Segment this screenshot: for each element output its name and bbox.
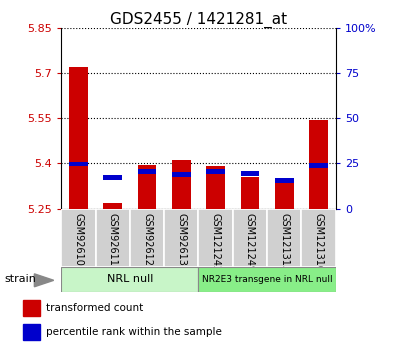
Bar xyxy=(69,161,88,166)
Bar xyxy=(241,177,260,209)
Bar xyxy=(172,160,191,209)
Text: strain: strain xyxy=(4,275,36,284)
Text: GSM121315: GSM121315 xyxy=(279,214,289,273)
Bar xyxy=(23,300,40,316)
Text: GSM121316: GSM121316 xyxy=(314,214,324,273)
Bar xyxy=(198,209,233,267)
Bar xyxy=(96,209,130,267)
Bar xyxy=(61,267,198,292)
Text: GSM92612: GSM92612 xyxy=(142,214,152,266)
Bar xyxy=(130,209,164,267)
Polygon shape xyxy=(34,274,54,287)
Bar xyxy=(172,172,191,177)
Text: GSM92611: GSM92611 xyxy=(108,214,118,266)
Text: percentile rank within the sample: percentile rank within the sample xyxy=(46,327,222,337)
Bar xyxy=(137,169,156,174)
Bar xyxy=(69,67,88,209)
Bar xyxy=(309,163,328,168)
Bar xyxy=(198,267,336,292)
Bar xyxy=(233,209,267,267)
Bar xyxy=(267,209,301,267)
Bar xyxy=(137,165,156,209)
Bar xyxy=(61,209,96,267)
Bar xyxy=(103,203,122,209)
Bar xyxy=(206,166,225,209)
Bar xyxy=(206,169,225,174)
Text: GSM92613: GSM92613 xyxy=(176,214,186,266)
Bar xyxy=(164,209,199,267)
Bar xyxy=(301,209,336,267)
Text: GSM121242: GSM121242 xyxy=(211,214,221,273)
Bar xyxy=(309,120,328,209)
Bar xyxy=(23,324,40,340)
Bar xyxy=(103,175,122,180)
Text: NR2E3 transgene in NRL null: NR2E3 transgene in NRL null xyxy=(202,275,333,284)
Text: NRL null: NRL null xyxy=(107,275,153,284)
Text: transformed count: transformed count xyxy=(46,303,143,313)
Bar xyxy=(275,183,294,209)
Text: GSM121249: GSM121249 xyxy=(245,214,255,273)
Bar xyxy=(241,171,260,176)
Title: GDS2455 / 1421281_at: GDS2455 / 1421281_at xyxy=(110,11,287,28)
Bar xyxy=(275,178,294,183)
Text: GSM92610: GSM92610 xyxy=(73,214,83,266)
